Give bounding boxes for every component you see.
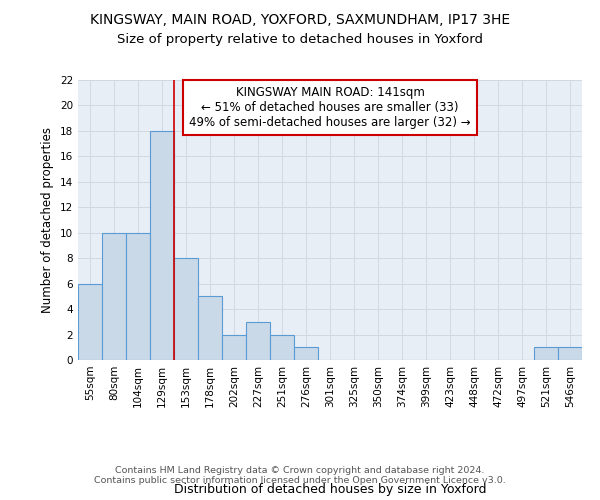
Text: KINGSWAY, MAIN ROAD, YOXFORD, SAXMUNDHAM, IP17 3HE: KINGSWAY, MAIN ROAD, YOXFORD, SAXMUNDHAM…	[90, 12, 510, 26]
Bar	[246, 322, 270, 360]
Text: KINGSWAY MAIN ROAD: 141sqm
← 51% of detached houses are smaller (33)
49% of semi: KINGSWAY MAIN ROAD: 141sqm ← 51% of deta…	[189, 86, 471, 128]
Bar	[150, 131, 174, 360]
Bar	[78, 284, 102, 360]
X-axis label: Distribution of detached houses by size in Yoxford: Distribution of detached houses by size …	[174, 484, 486, 496]
Bar	[174, 258, 198, 360]
Bar	[222, 334, 246, 360]
Y-axis label: Number of detached properties: Number of detached properties	[41, 127, 55, 313]
Text: Size of property relative to detached houses in Yoxford: Size of property relative to detached ho…	[117, 32, 483, 46]
Bar	[126, 232, 150, 360]
Bar	[534, 348, 558, 360]
Bar	[102, 232, 126, 360]
Bar	[294, 348, 318, 360]
Bar	[270, 334, 294, 360]
Bar	[198, 296, 222, 360]
Bar	[558, 348, 582, 360]
Text: Contains HM Land Registry data © Crown copyright and database right 2024.
Contai: Contains HM Land Registry data © Crown c…	[94, 466, 506, 485]
